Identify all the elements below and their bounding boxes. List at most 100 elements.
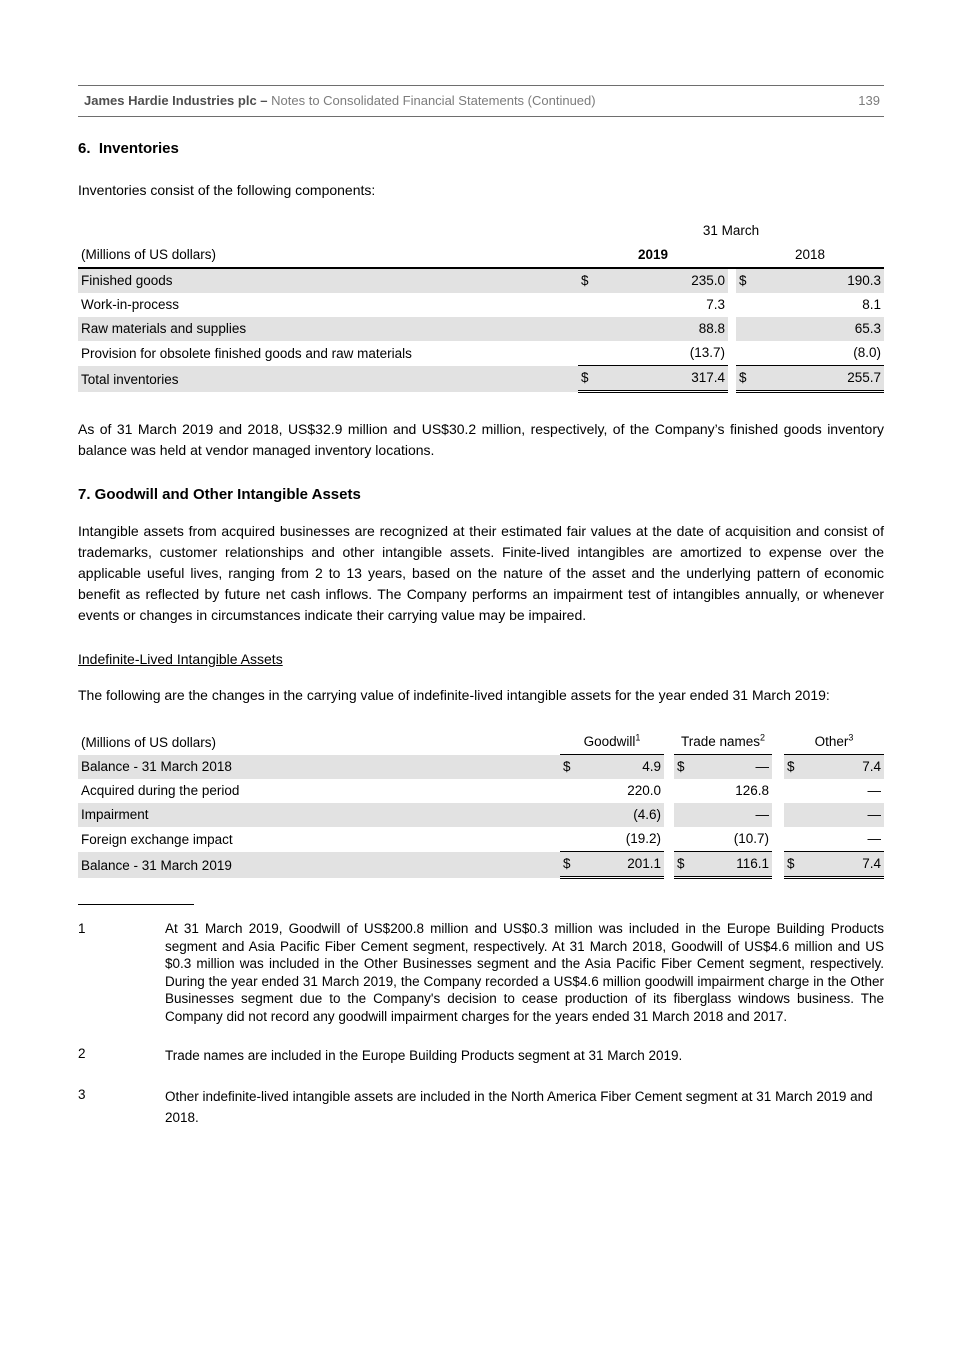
table-row: 31 March <box>78 219 884 243</box>
currency-symbol: $ <box>674 754 701 779</box>
currency-symbol <box>784 779 810 803</box>
row-label: Finished goods <box>78 268 578 293</box>
table-row: Provision for obsolete finished goods an… <box>78 341 885 366</box>
goodwill-table: (Millions of US dollars) Goodwill1 Trade… <box>78 730 885 879</box>
goodwill-body-paragraph: Intangible assets from acquired business… <box>78 523 884 623</box>
table-row: Work-in-process 7.3 8.1 <box>78 293 884 317</box>
column-header-text: Trade names <box>680 734 761 749</box>
currency-symbol <box>578 293 606 317</box>
indefinite-lived-subheading: Indefinite-Lived Intangible Assets <box>78 651 283 667</box>
value-trade-names: 116.1 <box>700 851 773 879</box>
footnote-ref-3: 3 <box>848 732 854 743</box>
row-label: Acquired during the period <box>81 783 240 798</box>
column-header-goodwill: Goodwill1 <box>560 730 665 755</box>
footnote-ref-2: 2 <box>760 732 766 743</box>
table-row: Finished goods $ 235.0 $ 190.3 <box>78 268 885 293</box>
period-header: 31 March <box>702 223 760 238</box>
value-2019: 235.0 <box>606 268 728 293</box>
footnote-number: 2 <box>78 1046 86 1061</box>
column-header-other: Other3 <box>784 730 885 755</box>
value-2019: 88.8 <box>606 317 728 341</box>
currency-symbol: $ <box>560 754 586 779</box>
value-other: — <box>867 783 882 798</box>
value-2019: 317.4 <box>606 365 728 393</box>
row-label: Raw materials and supplies <box>78 317 578 341</box>
value-goodwill: (19.2) <box>586 827 665 852</box>
value-goodwill: 201.1 <box>586 851 665 879</box>
currency-symbol: $ <box>578 365 606 393</box>
value-goodwill: 4.9 <box>586 754 665 779</box>
currency-symbol <box>674 779 700 803</box>
currency-symbol <box>784 827 811 852</box>
currency-symbol <box>560 827 586 852</box>
value-trade-names: — <box>700 754 773 779</box>
footnote-3: 3 Other indefinite-lived intangible asse… <box>78 1086 884 1128</box>
value-2018: 8.1 <box>862 297 882 312</box>
page-header: James Hardie Industries plc – Notes to C… <box>78 85 884 117</box>
currency-symbol <box>560 803 586 827</box>
column-header-2018: 2018 <box>736 243 885 269</box>
row-label: Provision for obsolete finished goods an… <box>81 345 412 361</box>
value-2019: 7.3 <box>706 297 725 312</box>
header-subtitle: Notes to Consolidated Financial Statemen… <box>267 93 596 108</box>
value-trade-names: — <box>700 803 773 827</box>
value-goodwill: (4.6) <box>586 803 665 827</box>
currency-symbol <box>736 317 764 341</box>
row-label: Balance - 31 March 2018 <box>78 754 560 779</box>
footnote-number: 3 <box>78 1087 86 1102</box>
footnote-text: Trade names are included in the Europe B… <box>165 1048 683 1063</box>
column-header-text: Other <box>814 734 849 749</box>
currency-symbol <box>578 317 606 341</box>
table-row: Impairment (4.6) — — <box>78 803 885 827</box>
row-label: Foreign exchange impact <box>81 831 233 847</box>
footnote-text: Other indefinite-lived intangible assets… <box>165 1089 873 1125</box>
currency-symbol <box>674 803 701 827</box>
value-2018: 190.3 <box>764 268 885 293</box>
goodwill-table-intro: The following are the changes in the car… <box>78 687 830 703</box>
value-2018: (8.0) <box>764 341 885 366</box>
value-other: — <box>810 827 885 852</box>
currency-symbol: $ <box>578 268 606 293</box>
currency-symbol: $ <box>560 851 586 879</box>
currency-symbol <box>578 341 606 366</box>
value-2018: 255.7 <box>764 365 885 393</box>
currency-symbol <box>736 341 764 366</box>
currency-symbol: $ <box>784 851 811 879</box>
currency-symbol <box>736 293 764 317</box>
footnote-text: At 31 March 2019, Goodwill of US$200.8 m… <box>165 921 884 1024</box>
currency-symbol: $ <box>674 851 701 879</box>
currency-symbol <box>560 779 586 803</box>
column-header-text: Goodwill <box>583 734 636 749</box>
table-row: Total inventories $ 317.4 $ 255.7 <box>78 365 885 393</box>
header-company-name: James Hardie Industries plc – <box>84 93 268 108</box>
value-trade-names: (10.7) <box>700 827 773 852</box>
inventories-table: 31 March (Millions of US dollars) 2019 2… <box>78 219 885 393</box>
page-number: 139 <box>858 93 880 108</box>
currency-symbol: $ <box>736 365 764 393</box>
footnote-divider <box>78 904 194 905</box>
value-other: 7.4 <box>810 851 885 879</box>
table-row: Foreign exchange impact (19.2) (10.7) — <box>78 827 885 852</box>
row-label: Total inventories <box>78 365 578 392</box>
unit-label: (Millions of US dollars) <box>81 734 217 750</box>
footnote-number: 1 <box>78 921 86 936</box>
value-goodwill: 220.0 <box>627 783 662 798</box>
currency-symbol: $ <box>736 268 764 293</box>
table-row: Raw materials and supplies 88.8 65.3 <box>78 317 885 341</box>
value-2019: (13.7) <box>606 341 728 366</box>
value-other: — <box>810 803 885 827</box>
footnote-1: 1 At 31 March 2019, Goodwill of US$200.8… <box>78 920 884 1025</box>
currency-symbol: $ <box>784 754 811 779</box>
inventories-note: As of 31 March 2019 and 2018, US$32.9 mi… <box>78 421 884 458</box>
footnote-ref-1: 1 <box>635 732 641 743</box>
footnote-2: 2 Trade names are included in the Europe… <box>78 1045 884 1066</box>
section-6-heading: 6. Inventories <box>78 140 179 157</box>
value-other: 7.4 <box>810 754 885 779</box>
row-label: Work-in-process <box>81 297 180 312</box>
table-row: Acquired during the period 220.0 126.8 — <box>78 779 884 803</box>
currency-symbol <box>784 803 811 827</box>
table-row: Balance - 31 March 2019 $ 201.1 $ 116.1 … <box>78 851 885 879</box>
column-header-trade-names: Trade names2 <box>674 730 773 755</box>
table-row: Balance - 31 March 2018 $ 4.9 $ — $ 7.4 <box>78 754 885 779</box>
